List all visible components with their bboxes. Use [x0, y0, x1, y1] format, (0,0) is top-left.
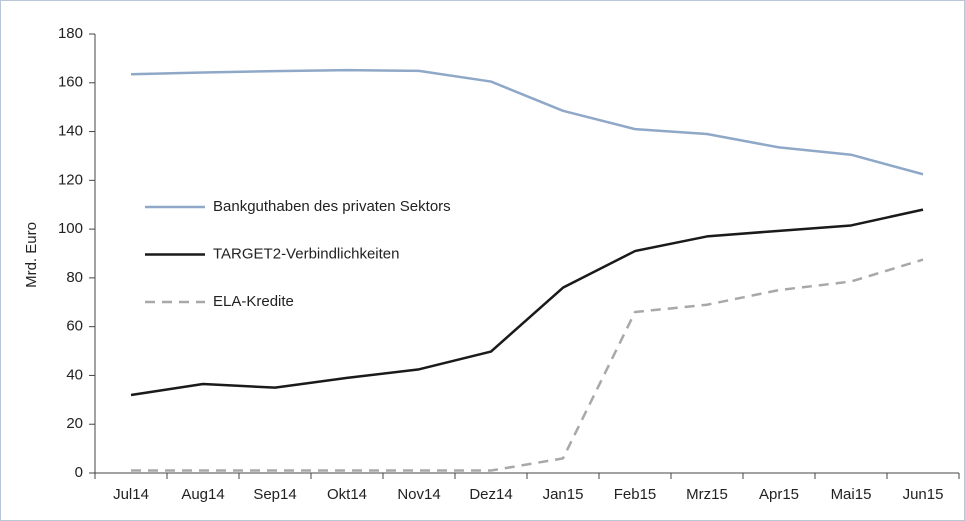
series-line	[130, 208, 924, 397]
y-tick-label: 120	[58, 171, 83, 188]
x-tick-label: Mrz15	[686, 486, 728, 503]
x-tick-label: Sep14	[253, 486, 296, 503]
x-tick-label: Mai15	[831, 486, 872, 503]
y-tick-label: 180	[58, 25, 83, 42]
x-tick-label: Apr15	[759, 486, 799, 503]
y-tick-label: 140	[58, 123, 83, 140]
y-tick-label: 80	[66, 269, 83, 286]
x-tick-label: Dez14	[469, 486, 512, 503]
series-line	[130, 68, 924, 176]
x-tick-label: Jul14	[113, 486, 149, 503]
legend-label: TARGET2-Verbindlichkeiten	[213, 245, 399, 262]
x-tick-label: Okt14	[327, 486, 367, 503]
x-tick-label: Jan15	[543, 486, 584, 503]
legend-label: Bankguthaben des privaten Sektors	[213, 198, 451, 215]
y-tick-label: 160	[58, 74, 83, 91]
y-axis-label: Mrd. Euro	[23, 222, 40, 288]
y-tick-label: 60	[66, 318, 83, 335]
x-tick-label: Aug14	[181, 486, 224, 503]
series-line	[131, 258, 924, 472]
y-tick-label: 0	[75, 464, 83, 481]
x-tick-label: Nov14	[397, 486, 440, 503]
x-tick-label: Feb15	[614, 486, 657, 503]
legend-label: ELA-Kredite	[213, 293, 294, 310]
y-tick-label: 100	[58, 220, 83, 237]
x-tick-label: Jun15	[903, 486, 944, 503]
y-tick-label: 20	[66, 415, 83, 432]
y-tick-label: 40	[66, 366, 83, 383]
